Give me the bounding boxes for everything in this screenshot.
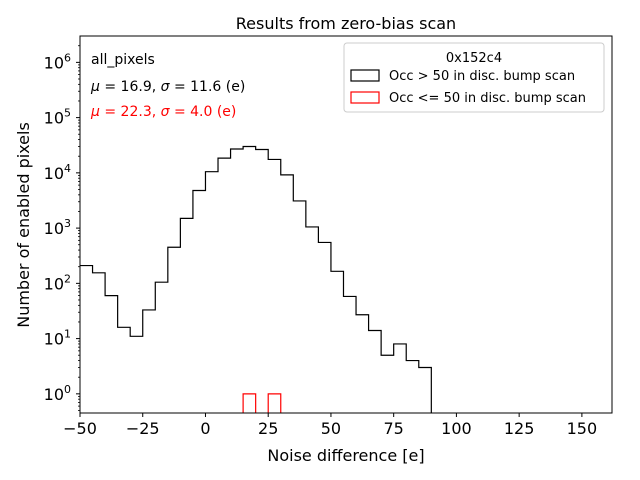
y-tick-label: 101 <box>44 328 71 349</box>
chart-title: Results from zero-bias scan <box>236 14 456 33</box>
x-tick-label: 150 <box>567 419 598 438</box>
histogram-series-occ-gt-50 <box>80 145 432 413</box>
x-tick-label: 100 <box>441 419 472 438</box>
legend: 0x152c4 Occ > 50 in disc. bump scan Occ <=… <box>343 42 605 113</box>
x-tick-label: 125 <box>504 419 535 438</box>
stats-annotation: all_pixels <box>91 52 155 68</box>
legend-box <box>343 42 605 113</box>
y-tick-label: 102 <box>44 272 71 293</box>
y-axis-label: Number of enabled pixels <box>14 122 33 328</box>
legend-swatch <box>350 69 380 82</box>
stats-annotation: μ = 22.3, σ = 4.0 (e) <box>90 104 236 120</box>
axes-frame <box>79 35 613 414</box>
x-tick-label: 25 <box>258 419 278 438</box>
y-tick-label: 106 <box>44 51 71 72</box>
x-axis-label: Noise difference [e] <box>267 446 424 465</box>
y-tick-label: 104 <box>44 162 71 183</box>
legend-entry-label: Occ <= 50 in disc. bump scan <box>389 91 586 106</box>
stats-annotation: μ = 16.9, σ = 11.6 (e) <box>90 79 245 95</box>
y-tick-label: 100 <box>44 383 71 404</box>
histogram-bin-occ-le-50-1 <box>267 393 282 413</box>
y-tick-label: 105 <box>44 107 71 128</box>
histogram-bin-occ-le-50-0 <box>242 393 257 413</box>
legend-swatch <box>350 91 380 104</box>
x-tick-label: −25 <box>126 419 160 438</box>
y-tick-label: 103 <box>44 217 71 238</box>
x-tick-label: 75 <box>383 419 403 438</box>
plot-area <box>80 145 432 413</box>
x-tick-label: −50 <box>63 419 97 438</box>
x-tick-label: 0 <box>200 419 210 438</box>
axes: −50 −25 0 25 50 75 100 125 150 100 101 102 103 104 105… <box>44 35 613 438</box>
legend-entry-label: Occ > 50 in disc. bump scan <box>389 69 575 84</box>
x-tick-label: 50 <box>321 419 341 438</box>
legend-title: 0x152c4 <box>446 51 502 66</box>
annotations: all_pixels μ = 16.9, σ = 11.6 (e) μ = 22.3… <box>90 52 245 120</box>
